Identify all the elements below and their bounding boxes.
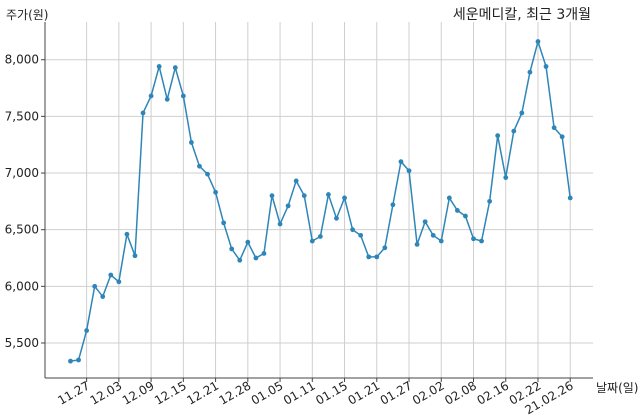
- x-tick-label: 12.03: [88, 378, 125, 407]
- data-point: [124, 231, 130, 237]
- data-point: [164, 96, 170, 102]
- y-tick-label: 7,500: [5, 109, 39, 123]
- data-point: [350, 227, 355, 233]
- x-tick-label: 12.09: [120, 378, 157, 407]
- x-tick-label: 11.27: [55, 378, 92, 407]
- data-point: [567, 195, 573, 201]
- data-point: [301, 193, 307, 199]
- x-tick-label: 02.08: [442, 378, 479, 407]
- x-tick-label: 12.28: [217, 378, 254, 407]
- y-tick-label: 8,000: [5, 53, 39, 67]
- y-tick-label: 6,000: [5, 279, 39, 293]
- x-tick-label: 02.16: [474, 378, 511, 407]
- data-point: [197, 163, 202, 169]
- data-point: [84, 328, 90, 333]
- data-point: [479, 238, 484, 244]
- data-point: [132, 253, 138, 259]
- x-tick-label: 12.21: [184, 378, 221, 407]
- data-point: [229, 246, 235, 252]
- price-series: [68, 38, 573, 364]
- data-point: [414, 242, 420, 247]
- data-point: [76, 357, 81, 363]
- x-tick-label: 01.15: [313, 378, 350, 407]
- data-point: [189, 140, 194, 145]
- data-point: [221, 220, 227, 226]
- data-point: [285, 203, 291, 209]
- data-point: [454, 208, 460, 213]
- data-point: [180, 93, 186, 99]
- data-point: [269, 193, 275, 199]
- data-point: [527, 69, 533, 75]
- axes: [41, 22, 593, 382]
- data-point: [382, 245, 388, 251]
- y-tick-labels: 5,500 6,000 6,500 7,000 7,500 8,000: [5, 53, 39, 350]
- data-point: [205, 171, 210, 177]
- data-point: [253, 255, 259, 261]
- series-line: [70, 38, 571, 362]
- data-point: [334, 215, 339, 221]
- x-tick-labels: 11.2712.0312.0912.1512.2112.2801.0501.11…: [55, 378, 575, 417]
- data-point: [422, 219, 428, 225]
- data-point: [398, 159, 404, 165]
- data-point: [358, 232, 364, 238]
- x-tick-label: 01.11: [281, 378, 318, 407]
- data-point: [100, 294, 106, 299]
- data-point: [156, 64, 162, 69]
- data-point: [559, 134, 565, 140]
- data-point: [261, 251, 267, 256]
- data-point: [487, 198, 493, 204]
- data-point: [495, 133, 501, 139]
- data-point: [519, 110, 525, 116]
- data-point: [551, 125, 557, 131]
- data-point: [430, 232, 436, 238]
- data-point: [213, 189, 218, 195]
- data-point: [446, 195, 452, 201]
- y-tick-label: 5,500: [5, 336, 39, 350]
- grid-lines: [45, 22, 593, 378]
- data-point: [390, 202, 396, 208]
- x-axis-label: 날짜(일): [596, 381, 638, 395]
- data-point: [374, 254, 380, 260]
- x-tick-label: 12.15: [152, 378, 189, 407]
- y-axis-label: 주가(원): [6, 8, 48, 22]
- data-point: [293, 178, 299, 184]
- data-point: [116, 279, 122, 285]
- data-point: [511, 128, 517, 134]
- data-point: [172, 65, 178, 71]
- data-point: [535, 39, 541, 44]
- data-point: [471, 236, 476, 242]
- data-point: [543, 64, 549, 69]
- data-point: [366, 254, 372, 260]
- data-point: [309, 238, 315, 244]
- data-point: [148, 93, 154, 99]
- data-point: [326, 192, 331, 197]
- data-point: [140, 110, 146, 116]
- x-tick-label: 02.02: [410, 378, 447, 407]
- data-point: [108, 272, 114, 278]
- data-point: [245, 239, 251, 245]
- data-point: [237, 257, 243, 263]
- data-point: [463, 213, 468, 219]
- y-tick-label: 7,000: [5, 166, 39, 180]
- x-tick-label: 01.27: [378, 378, 415, 407]
- data-point: [342, 195, 347, 201]
- data-point: [68, 358, 73, 364]
- y-tick-label: 6,500: [5, 223, 39, 237]
- chart-title: 세운메디칼, 최근 3개월: [453, 7, 591, 23]
- x-tick-label: 01.05: [249, 378, 286, 407]
- data-point: [406, 168, 412, 174]
- data-point: [277, 221, 283, 227]
- x-tick-label: 01.21: [346, 378, 383, 407]
- data-point: [503, 175, 509, 180]
- data-point: [92, 283, 98, 289]
- data-point: [438, 238, 444, 244]
- data-point: [317, 234, 323, 239]
